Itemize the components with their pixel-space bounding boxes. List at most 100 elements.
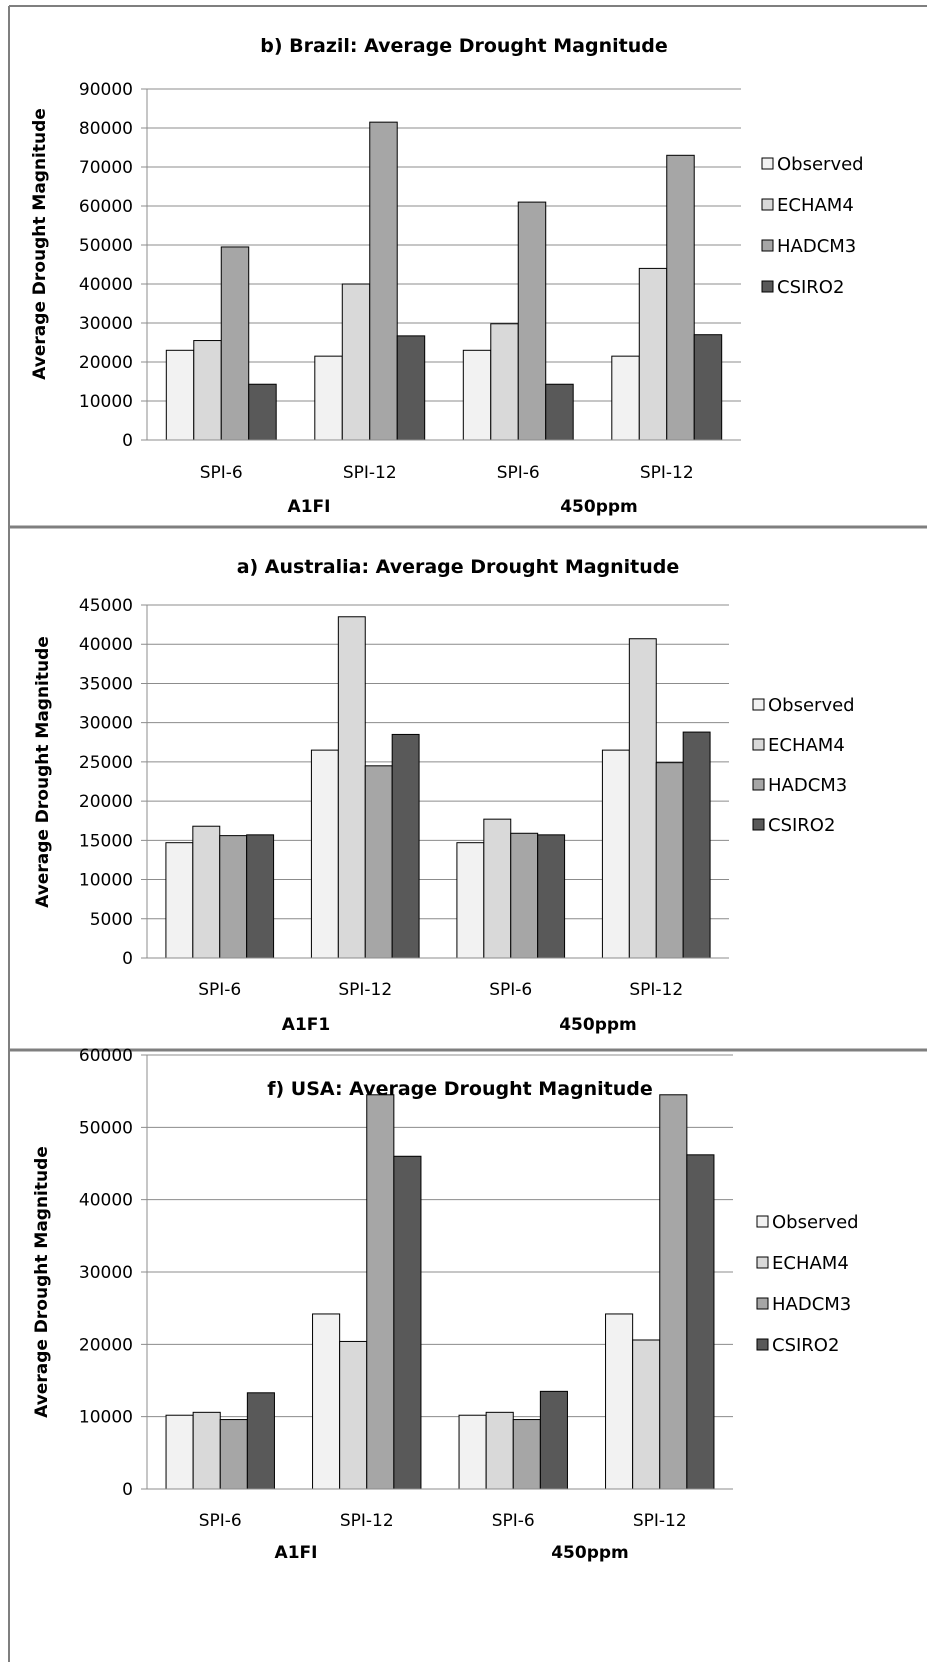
bar-hadcm3-1 bbox=[220, 246, 250, 441]
legend-label-observed: Observed bbox=[772, 1212, 859, 1233]
bar-hadcm3-3 bbox=[510, 832, 539, 959]
legend-swatch-hadcm3 bbox=[752, 778, 765, 791]
bar-observed-4 bbox=[601, 749, 630, 959]
y-tick-label: 30000 bbox=[79, 1263, 133, 1283]
x-group-label: 450ppm bbox=[551, 1543, 629, 1563]
bar-csiro2-2 bbox=[396, 335, 426, 441]
bar-echam4-4 bbox=[632, 1339, 661, 1490]
legend-swatch-observed bbox=[752, 698, 765, 711]
bar-hadcm3-3 bbox=[512, 1419, 541, 1490]
x-group-label: A1F1 bbox=[282, 1015, 330, 1035]
x-group-label: 450ppm bbox=[560, 497, 638, 517]
y-tick-label: 0 bbox=[122, 1480, 133, 1500]
y-tick-label: 45000 bbox=[79, 596, 133, 616]
y-tick-label: 40000 bbox=[79, 275, 133, 295]
y-tick-label: 30000 bbox=[79, 314, 133, 334]
y-tick-label: 35000 bbox=[79, 674, 133, 694]
y-axis-label: Average Drought Magnitude bbox=[33, 636, 53, 908]
y-tick-label: 25000 bbox=[79, 753, 133, 773]
bar-observed-2 bbox=[314, 355, 343, 441]
y-tick-label: 0 bbox=[122, 949, 133, 969]
legend-swatch-echam4 bbox=[756, 1256, 769, 1269]
x-category-label: SPI-12 bbox=[640, 463, 694, 483]
bar-hadcm3-3 bbox=[517, 201, 547, 441]
legend: Observed ECHAM4 HADCM3 CSIRO2 bbox=[761, 154, 864, 298]
bar-echam4-2 bbox=[337, 616, 366, 959]
bar-csiro2-1 bbox=[248, 383, 277, 441]
bar-echam4-3 bbox=[485, 1411, 514, 1490]
panel-frames bbox=[8, 5, 927, 1662]
bar-hadcm3-4 bbox=[655, 762, 684, 959]
x-group-label: A1FI bbox=[275, 1543, 318, 1563]
legend-swatch-csiro2 bbox=[756, 1338, 769, 1351]
y-axis-label: Average Drought Magnitude bbox=[32, 1146, 52, 1418]
x-category-label: SPI-6 bbox=[199, 1511, 242, 1531]
legend: Observed ECHAM4 HADCM3 CSIRO2 bbox=[756, 1212, 859, 1356]
chart-panel-1: b) Brazil: Average Drought Magnitude Aver… bbox=[30, 35, 864, 517]
x-group-label: A1FI bbox=[288, 497, 331, 517]
bar-csiro2-3 bbox=[539, 1390, 568, 1490]
x-category-label: SPI-6 bbox=[198, 980, 241, 1000]
x-category-label: SPI-12 bbox=[629, 980, 683, 1000]
y-tick-label: 0 bbox=[122, 431, 133, 451]
y-tick-label: 80000 bbox=[79, 119, 133, 139]
legend-label-csiro2: CSIRO2 bbox=[777, 277, 844, 298]
legend-label-echam4: ECHAM4 bbox=[777, 195, 854, 216]
legend-swatch-echam4 bbox=[752, 738, 765, 751]
bar-observed-4 bbox=[611, 355, 640, 441]
bar-csiro2-4 bbox=[682, 731, 711, 959]
y-tick-label: 10000 bbox=[79, 1408, 133, 1428]
legend-swatch-observed bbox=[756, 1215, 769, 1228]
x-category-label: SPI-6 bbox=[489, 980, 532, 1000]
y-tick-label: 10000 bbox=[79, 871, 133, 891]
bar-hadcm3-4 bbox=[659, 1094, 688, 1490]
bar-csiro2-3 bbox=[537, 834, 566, 959]
bar-hadcm3-4 bbox=[666, 154, 695, 441]
bar-hadcm3-1 bbox=[219, 835, 248, 959]
legend-label-hadcm3: HADCM3 bbox=[772, 1294, 851, 1315]
bar-csiro2-1 bbox=[246, 1392, 275, 1490]
legend-label-echam4: ECHAM4 bbox=[768, 735, 845, 756]
bar-csiro2-2 bbox=[393, 1155, 422, 1490]
bar-hadcm3-2 bbox=[364, 765, 393, 959]
legend: Observed ECHAM4 HADCM3 CSIRO2 bbox=[752, 695, 855, 836]
x-category-label: SPI-6 bbox=[200, 463, 243, 483]
x-category-label: SPI-12 bbox=[343, 463, 397, 483]
y-tick-label: 40000 bbox=[79, 1191, 133, 1211]
x-category-label: SPI-12 bbox=[633, 1511, 687, 1531]
y-tick-label: 20000 bbox=[79, 1335, 133, 1355]
legend-swatch-csiro2 bbox=[761, 280, 774, 293]
bar-echam4-3 bbox=[483, 818, 512, 959]
x-category-label: SPI-12 bbox=[340, 1511, 394, 1531]
x-category-label: SPI-6 bbox=[492, 1511, 535, 1531]
bar-csiro2-4 bbox=[686, 1154, 715, 1490]
bar-echam4-2 bbox=[339, 1340, 368, 1490]
bar-observed-3 bbox=[456, 842, 485, 959]
y-tick-label: 60000 bbox=[79, 197, 133, 217]
y-tick-label: 70000 bbox=[79, 158, 133, 178]
bar-echam4-2 bbox=[341, 283, 371, 441]
legend-swatch-hadcm3 bbox=[761, 239, 774, 252]
bar-observed-1 bbox=[165, 1414, 194, 1490]
legend-swatch-echam4 bbox=[761, 198, 774, 211]
chart-title: b) Brazil: Average Drought Magnitude bbox=[260, 35, 667, 57]
x-category-label: SPI-6 bbox=[497, 463, 540, 483]
x-category-label: SPI-12 bbox=[338, 980, 392, 1000]
bar-echam4-4 bbox=[628, 638, 657, 959]
y-tick-label: 60000 bbox=[79, 1046, 133, 1066]
bar-csiro2-3 bbox=[545, 383, 574, 441]
bar-echam4-3 bbox=[490, 323, 519, 441]
bar-echam4-4 bbox=[638, 267, 668, 441]
bar-observed-1 bbox=[165, 842, 194, 959]
bar-echam4-1 bbox=[192, 825, 221, 959]
bar-echam4-1 bbox=[192, 1411, 221, 1490]
y-tick-label: 90000 bbox=[79, 80, 133, 100]
bar-csiro2-2 bbox=[391, 733, 420, 959]
legend-label-hadcm3: HADCM3 bbox=[768, 775, 847, 796]
bar-hadcm3-1 bbox=[219, 1419, 248, 1490]
legend-label-observed: Observed bbox=[777, 154, 864, 175]
chart-title: a) Australia: Average Drought Magnitude bbox=[237, 556, 680, 578]
bar-observed-3 bbox=[462, 349, 492, 441]
legend-swatch-csiro2 bbox=[752, 818, 765, 831]
y-tick-label: 40000 bbox=[79, 635, 133, 655]
